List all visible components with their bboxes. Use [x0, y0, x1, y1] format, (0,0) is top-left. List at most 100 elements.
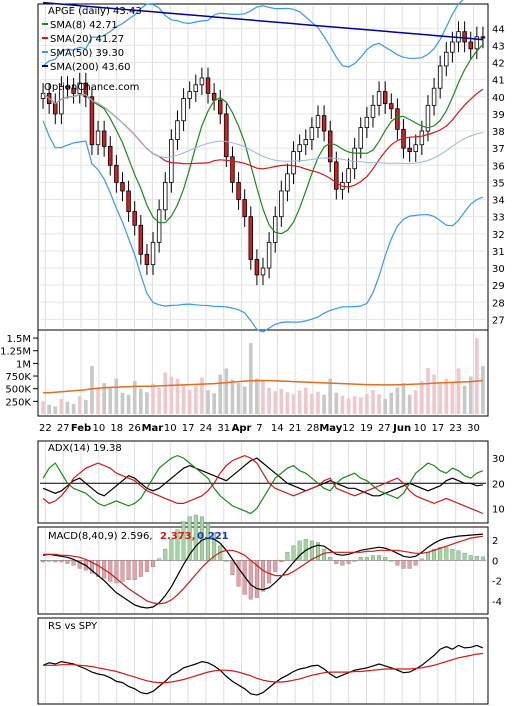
x-tick-label: 23 — [449, 423, 462, 434]
macd-signal-value: 2.373, — [160, 531, 195, 542]
x-tick-label: 22 — [39, 423, 52, 434]
volume-bar — [83, 399, 88, 414]
volume-bar — [163, 372, 168, 414]
candle-body — [291, 151, 296, 175]
volume-bar — [248, 343, 253, 414]
macd-histogram-bar — [309, 540, 314, 561]
volume-bar — [468, 376, 473, 414]
adx-series-line — [42, 454, 484, 515]
macd-histogram-bar — [71, 560, 76, 566]
macd-histogram-bar — [285, 552, 290, 561]
price-tick-label: 33 — [492, 213, 505, 224]
candle-body — [413, 144, 418, 152]
x-tick-label: 17 — [431, 423, 444, 434]
legend-sma8: SMA(8) 42.71 — [50, 20, 118, 31]
candle-body — [462, 31, 467, 43]
volume-bar — [432, 374, 436, 414]
x-tick-label: 10 — [414, 423, 427, 434]
volume-bar — [151, 383, 155, 414]
candle-body — [126, 190, 131, 212]
macd-histogram-bar — [401, 560, 406, 569]
legend-title: APGE (daily) 43.43 — [48, 6, 142, 17]
macd-histogram-bar — [114, 560, 119, 584]
candle-body — [101, 130, 107, 147]
candle-body — [376, 91, 382, 106]
macd-histogram-bar — [316, 542, 320, 561]
rs-series-line — [43, 652, 483, 684]
candle-body — [297, 144, 302, 152]
x-tick-label: 7 — [256, 423, 262, 434]
x-tick-label: 28 — [307, 423, 320, 434]
volume-bar — [132, 381, 137, 414]
rs-panel-frame — [37, 617, 489, 705]
legend-sma20: SMA(20) 41.27 — [50, 34, 124, 45]
macd-histogram-bar — [187, 516, 192, 561]
macd-histogram-bar — [419, 558, 424, 561]
macd-histogram-bar — [175, 529, 180, 561]
candle-body — [89, 96, 95, 146]
candle-body — [468, 41, 473, 50]
volume-bar — [444, 378, 449, 414]
macd-histogram-bar — [370, 555, 375, 561]
macd-histogram-bar — [377, 555, 382, 561]
candle-body — [480, 36, 486, 39]
candle-body — [217, 99, 223, 115]
macd-tick-label: 0 — [492, 556, 498, 567]
volume-bar — [145, 392, 149, 414]
volume-bar — [303, 387, 308, 414]
volume-bar — [475, 338, 479, 414]
volume-bar — [71, 403, 76, 414]
macd-histogram-bar — [77, 560, 82, 569]
macd-histogram-bar — [346, 560, 351, 564]
candle-body — [230, 156, 235, 183]
candle-body — [71, 87, 76, 94]
volume-tick-label: 750K — [5, 372, 31, 383]
candle-body — [156, 209, 162, 243]
volume-bar — [267, 387, 271, 414]
x-tick-label: 17 — [182, 423, 195, 434]
candle-body — [181, 98, 186, 122]
candle-body — [364, 116, 370, 129]
volume-bar — [462, 385, 467, 414]
candle-body — [120, 182, 125, 192]
candle-body — [346, 168, 351, 183]
price-tick-label: 29 — [492, 281, 505, 292]
macd-tick-label: -4 — [492, 597, 502, 608]
price-tick-label: 38 — [492, 127, 505, 138]
volume-avg-line — [43, 379, 483, 394]
macd-histogram-bar — [41, 560, 46, 563]
macd-histogram-bar — [267, 560, 272, 584]
volume-bar — [371, 390, 375, 414]
rs-label: RS vs SPY — [48, 621, 98, 632]
macd-histogram-bar — [425, 552, 430, 561]
macd-histogram-bar — [230, 560, 235, 576]
sma50-line — [42, 93, 484, 165]
volume-bar — [224, 368, 229, 414]
volume-bar — [77, 396, 82, 414]
x-tick-label: 30 — [467, 423, 480, 434]
candle-body — [279, 190, 284, 218]
macd-histogram-bar — [53, 560, 58, 563]
adx-tick-label: 20 — [492, 479, 505, 490]
volume-bar — [90, 365, 94, 414]
volume-bar — [187, 389, 192, 414]
candle-body — [474, 36, 480, 50]
volume-bar — [65, 401, 70, 414]
candle-body — [211, 92, 217, 101]
x-tick-label: 14 — [271, 423, 284, 434]
candle-body — [163, 182, 168, 211]
macd-histogram-bar — [212, 532, 217, 561]
macd-histogram-bar — [169, 539, 174, 561]
price-tick-label: 40 — [492, 93, 505, 104]
legend-sma50: SMA(50) 39.30 — [50, 48, 124, 59]
adx-series-line — [42, 454, 484, 515]
volume-bar — [230, 379, 235, 414]
x-tick-label: Jun — [392, 423, 411, 434]
x-tick-label: 26 — [128, 423, 141, 434]
adx-label: ADX(14) 19.38 — [48, 443, 122, 454]
volume-bar — [193, 385, 198, 414]
price-tick-label: 42 — [492, 59, 505, 70]
volume-bar — [365, 393, 369, 414]
volume-bar — [206, 390, 210, 414]
volume-bar — [169, 376, 174, 414]
